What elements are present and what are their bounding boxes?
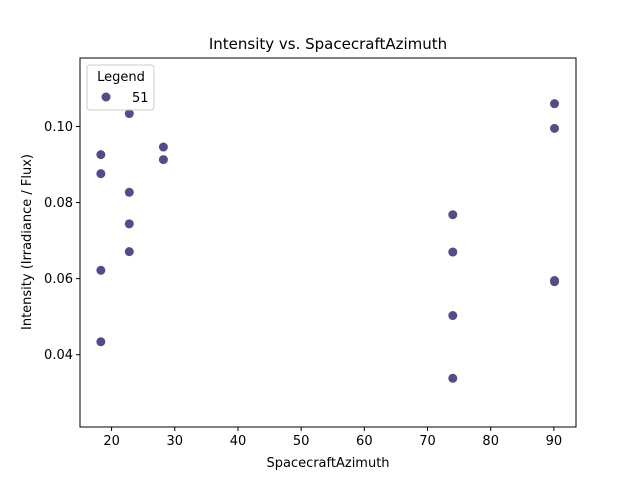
x-tick-label: 70 <box>419 434 436 449</box>
y-tick-label: 0.04 <box>44 348 73 363</box>
data-point <box>448 210 458 220</box>
data-point <box>550 277 560 287</box>
data-point <box>96 169 106 179</box>
data-point <box>96 337 106 347</box>
legend-marker <box>101 92 111 102</box>
data-point <box>124 187 134 197</box>
y-axis: 0.04 0.06 0.08 0.10 <box>44 120 80 363</box>
y-tick-label: 0.06 <box>44 272 73 287</box>
data-point <box>448 247 458 257</box>
x-tick-label: 80 <box>482 434 499 449</box>
data-points <box>96 99 560 383</box>
x-axis-label: SpacecraftAzimuth <box>266 456 389 471</box>
y-axis-label: Intensity (Irradiance / Flux) <box>20 154 35 330</box>
data-point <box>550 99 560 109</box>
plot-area <box>79 57 577 428</box>
data-point <box>158 142 168 152</box>
x-tick-label: 60 <box>356 434 373 449</box>
data-point <box>124 219 134 229</box>
x-tick-label: 30 <box>167 434 184 449</box>
y-tick-label: 0.08 <box>44 196 73 211</box>
data-point <box>124 247 134 257</box>
legend-entry-label: 51 <box>132 91 149 106</box>
x-tick-label: 20 <box>103 434 120 449</box>
x-tick-label: 90 <box>546 434 563 449</box>
data-point <box>448 373 458 383</box>
data-point <box>448 311 458 321</box>
plot-frame <box>79 57 577 428</box>
x-tick-label: 50 <box>293 434 310 449</box>
y-tick-label: 0.10 <box>44 120 73 135</box>
x-axis: 20 30 40 50 60 70 80 90 <box>103 427 562 449</box>
data-point <box>96 265 106 275</box>
legend-title: Legend <box>97 70 145 85</box>
data-point <box>96 150 106 160</box>
chart-title: Intensity vs. SpacecraftAzimuth <box>209 35 447 53</box>
data-point <box>158 155 168 165</box>
legend: Legend 51 <box>86 64 155 111</box>
data-point <box>124 109 134 119</box>
data-point <box>550 123 560 133</box>
x-tick-label: 40 <box>230 434 247 449</box>
